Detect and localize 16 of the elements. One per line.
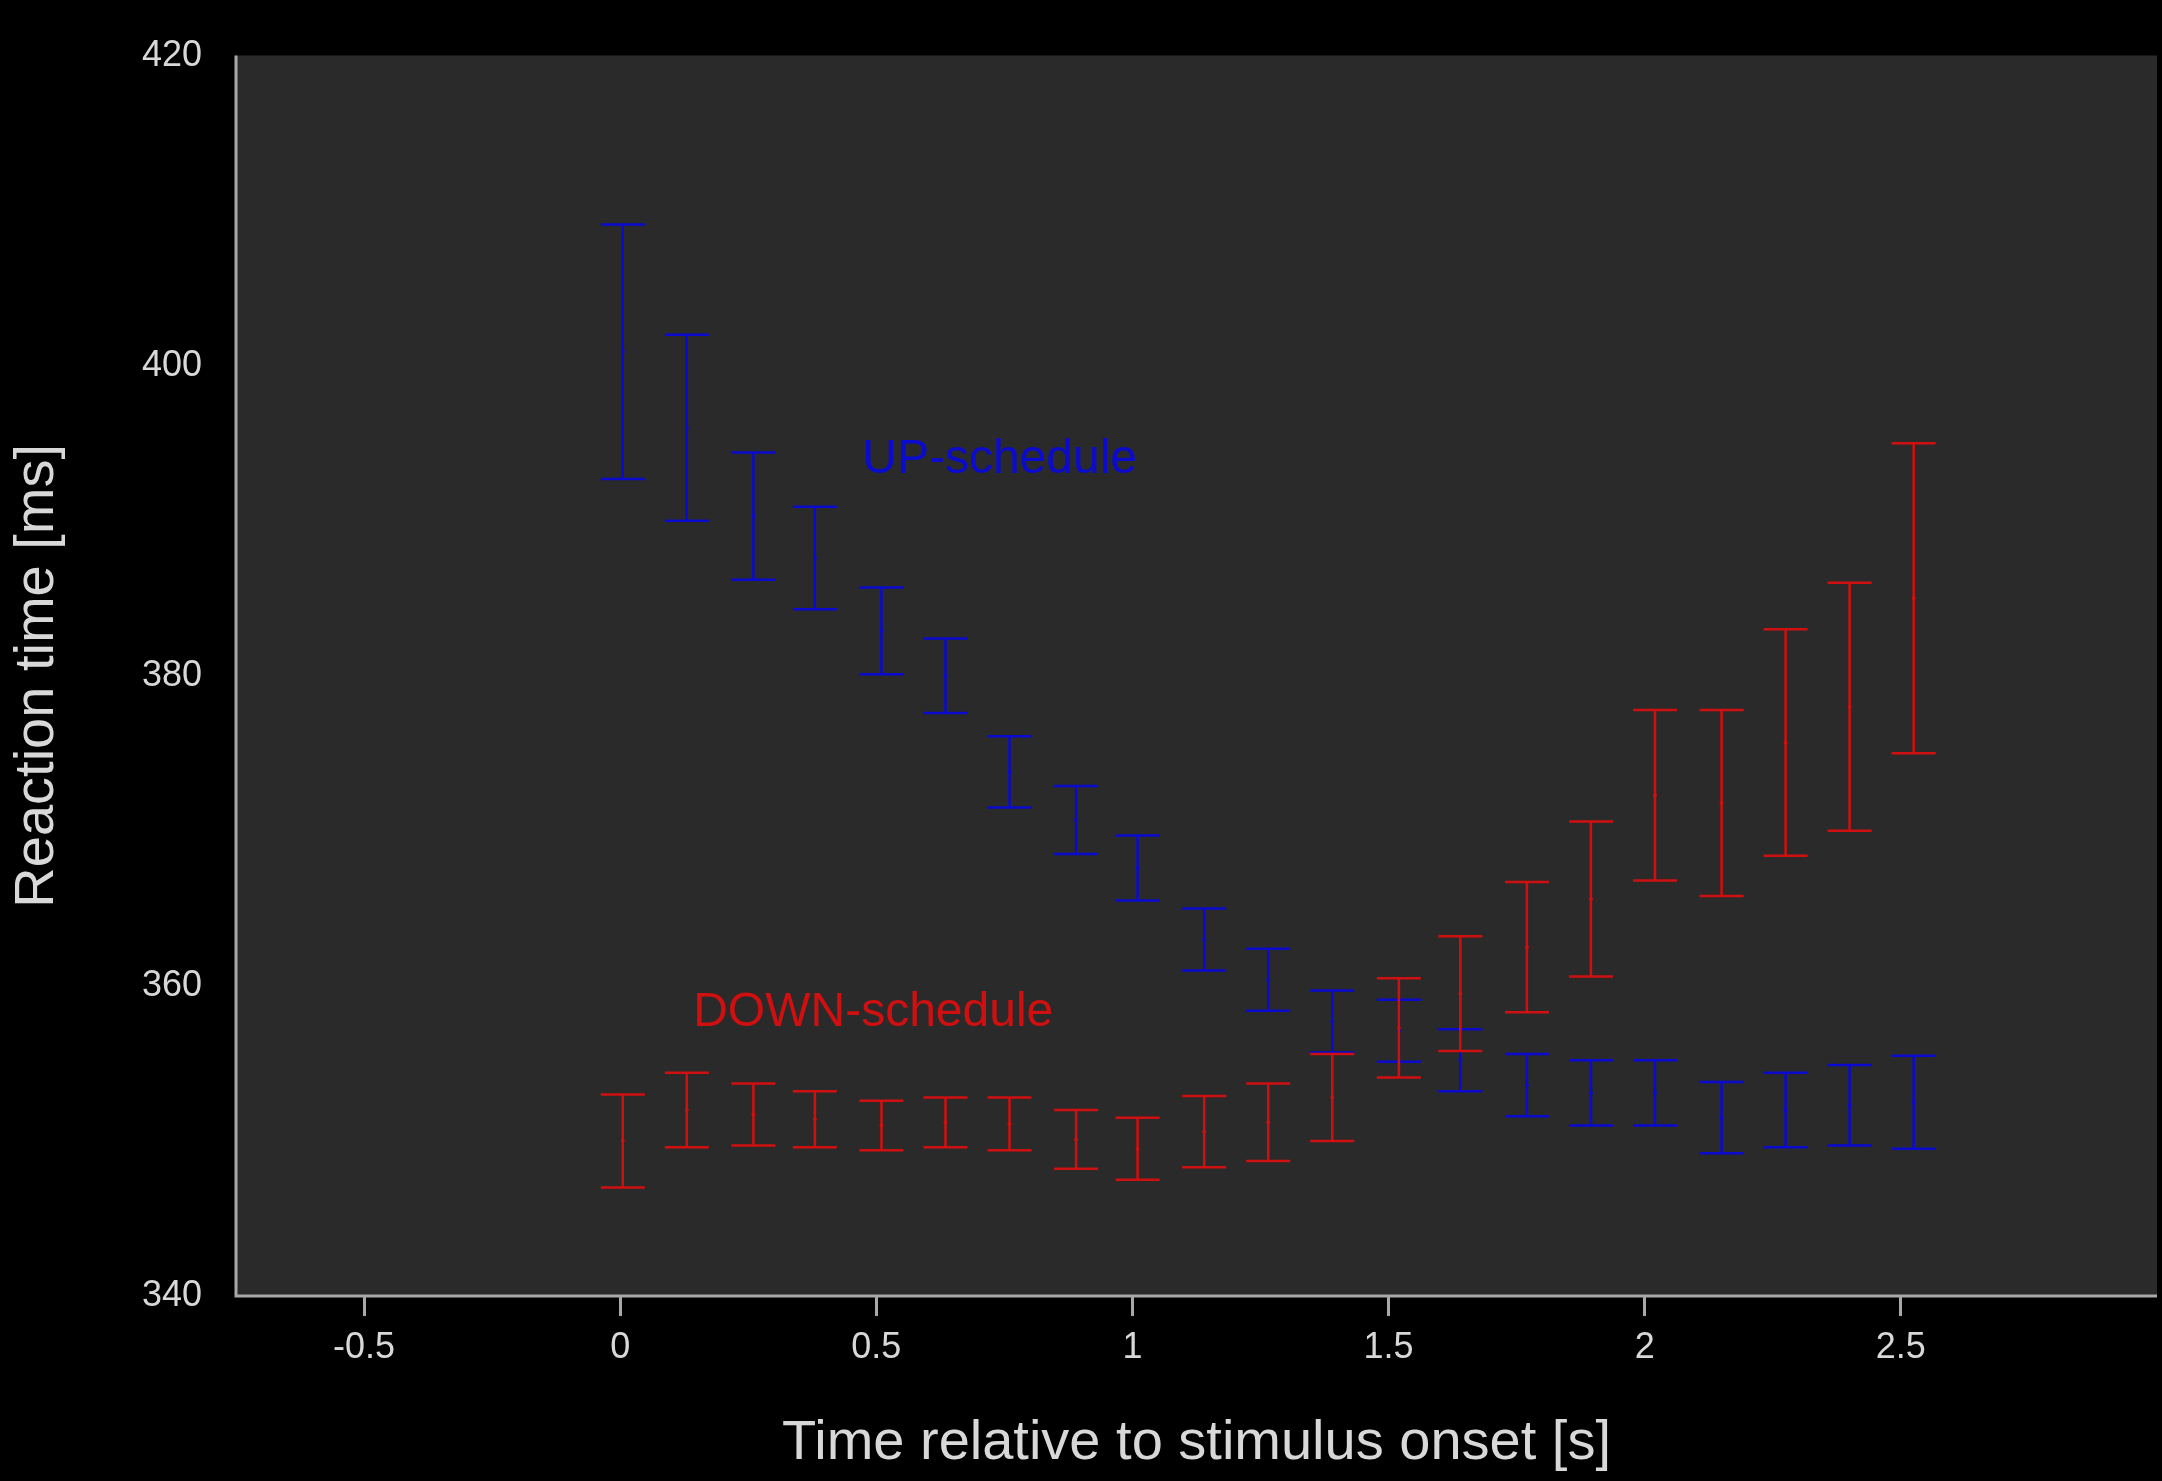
x-tick-label: 2.5 — [1875, 1324, 1926, 1366]
y-tick-label: 420 — [141, 32, 202, 74]
x-tick-label: 2 — [1634, 1324, 1655, 1366]
text: UP-schedule — [862, 430, 1138, 484]
y-tick-label: 360 — [141, 962, 202, 1004]
x-axis-title: Time relative to stimulus onset [s] — [782, 1407, 1611, 1471]
x-tick-label: -0.5 — [333, 1324, 396, 1366]
y-axis-title: Reaction time [ms] — [2, 443, 66, 908]
y-tick-label: 400 — [141, 342, 202, 384]
y-tick-label: 380 — [141, 652, 202, 694]
x-tick-label: 1.5 — [1363, 1324, 1414, 1366]
x-tick-label: 1 — [1122, 1324, 1143, 1366]
x-tick-label: 0 — [610, 1324, 631, 1366]
y-tick-label: 340 — [141, 1272, 202, 1314]
text: DOWN-schedule — [693, 983, 1054, 1037]
x-tick-label: 0.5 — [851, 1324, 902, 1366]
